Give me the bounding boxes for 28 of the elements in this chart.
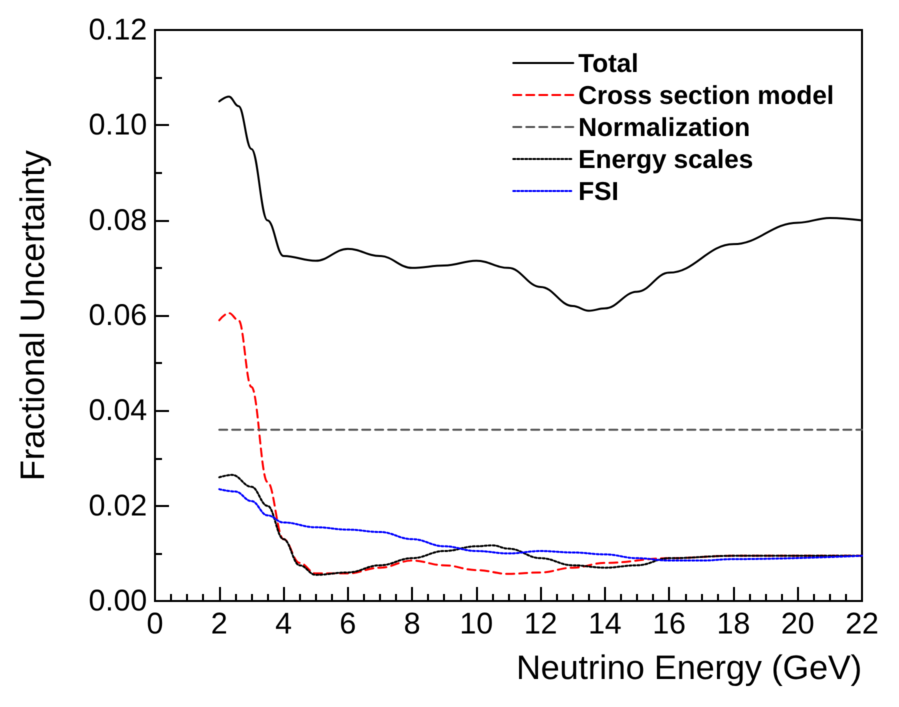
line-series — [218, 488, 863, 562]
x-tick-label: 18 — [716, 608, 750, 640]
x-tick-label: 16 — [652, 608, 686, 640]
x-tick-label: 22 — [845, 608, 879, 640]
x-tick-label: 14 — [588, 608, 622, 640]
legend-label: Normalization — [578, 112, 750, 142]
x-tick-label: 0 — [146, 608, 164, 640]
x-tick-label: 12 — [524, 608, 558, 640]
y-tick-label: 0.02 — [88, 489, 147, 522]
y-tick-label: 0.10 — [88, 108, 147, 142]
x-tick-label: 8 — [404, 608, 420, 640]
x-tick-label: 2 — [210, 608, 228, 640]
x-axis-title: Neutrino Energy (GeV) — [516, 649, 862, 687]
legend-label: Total — [578, 48, 638, 78]
x-tick-label: 6 — [339, 608, 356, 640]
legend-label: Cross section model — [578, 80, 834, 110]
y-tick-label: 0.08 — [88, 204, 147, 237]
y-tick-label: 0.04 — [88, 394, 147, 428]
legend-label: FSI — [578, 176, 619, 206]
x-tick-label: 20 — [781, 608, 814, 640]
x-tick-label: 4 — [275, 608, 292, 640]
y-tick-label: 0.06 — [88, 299, 147, 332]
legend-label: Energy scales — [578, 144, 754, 174]
y-axis-title: Fractional Uncertainty — [14, 150, 52, 481]
line-series — [218, 312, 863, 575]
y-tick-label: 0.12 — [88, 14, 147, 46]
x-tick-label: 10 — [460, 608, 494, 640]
y-tick-label: 0.00 — [88, 584, 147, 618]
